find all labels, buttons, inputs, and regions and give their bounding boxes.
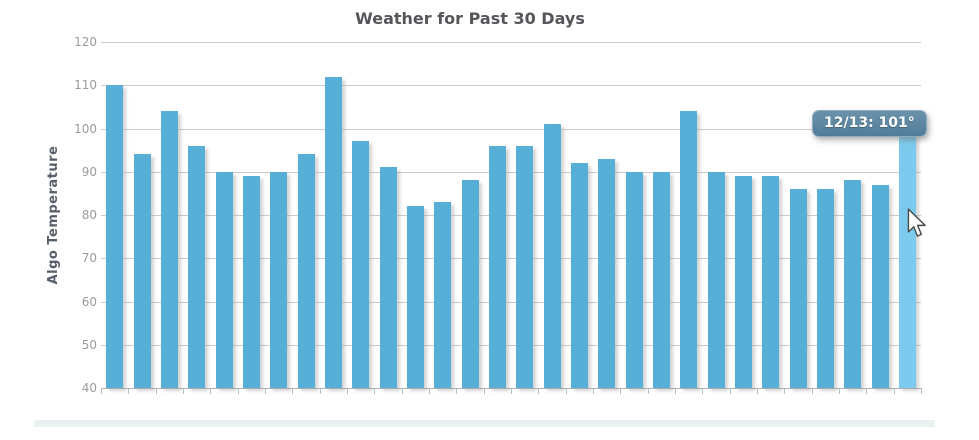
gridline — [101, 42, 921, 43]
x-tick — [374, 388, 376, 394]
x-tick — [347, 388, 348, 394]
bar-day-21[interactable] — [652, 171, 670, 388]
x-tick — [839, 388, 840, 394]
bar-day-27[interactable] — [816, 189, 834, 388]
bar-day-30[interactable] — [898, 124, 916, 388]
x-tick — [101, 388, 102, 394]
bar-day-19[interactable] — [598, 158, 616, 388]
y-tick-label: 90 — [81, 164, 97, 179]
chart-title: Weather for Past 30 Days — [355, 9, 585, 28]
gridline — [101, 344, 921, 346]
bar-day-22[interactable] — [680, 111, 698, 388]
x-tick — [893, 388, 895, 394]
y-tick-label: 50 — [81, 337, 97, 352]
x-tick — [647, 388, 649, 394]
x-tick — [265, 388, 266, 394]
x-tick — [401, 388, 403, 394]
x-tick — [429, 388, 430, 394]
x-tick — [483, 388, 485, 394]
bar-day-8[interactable] — [297, 154, 315, 388]
x-tick — [183, 388, 184, 394]
x-tick — [292, 388, 294, 394]
x-tick — [210, 388, 212, 394]
bar-day-24[interactable] — [734, 176, 752, 388]
bar-day-23[interactable] — [707, 171, 725, 388]
bar-day-11[interactable] — [379, 167, 397, 388]
bar-day-10[interactable] — [352, 141, 370, 388]
bar-day-16[interactable] — [516, 145, 534, 388]
plot-area — [101, 42, 922, 394]
gridline — [101, 258, 921, 260]
gridline — [101, 128, 921, 130]
bar-day-20[interactable] — [625, 171, 643, 388]
bar-day-7[interactable] — [270, 171, 288, 388]
bar-day-5[interactable] — [215, 171, 233, 388]
bar-day-28[interactable] — [844, 180, 862, 388]
x-tick — [319, 388, 321, 394]
bar-day-4[interactable] — [188, 145, 206, 388]
bar-day-12[interactable] — [406, 206, 424, 388]
bar-day-18[interactable] — [570, 163, 588, 388]
bar-day-6[interactable] — [242, 176, 260, 388]
x-tick — [729, 388, 731, 394]
x-tick — [538, 388, 540, 394]
tooltip-text: 12/13: 101° — [824, 115, 915, 131]
bar-day-25[interactable] — [762, 176, 780, 388]
x-tick — [128, 388, 130, 394]
x-tick — [237, 388, 239, 394]
bar-day-1[interactable] — [106, 85, 124, 388]
y-tick-label: 100 — [74, 121, 97, 136]
x-tick — [757, 388, 758, 394]
x-tick — [784, 388, 786, 394]
bar-day-15[interactable] — [488, 145, 506, 388]
bar-day-13[interactable] — [434, 202, 452, 388]
gridline — [101, 171, 921, 173]
y-tick-label: 70 — [81, 251, 97, 266]
x-tick — [675, 388, 676, 394]
bar-day-14[interactable] — [461, 180, 479, 388]
y-tick-label: 40 — [81, 381, 97, 395]
bar-day-2[interactable] — [133, 154, 151, 388]
bar-day-9[interactable] — [324, 76, 342, 388]
bar-day-17[interactable] — [543, 124, 561, 388]
x-tick — [620, 388, 622, 394]
bar-day-26[interactable] — [789, 189, 807, 388]
gridline — [101, 85, 921, 87]
highlight-tooltip: 12/13: 101° — [812, 110, 927, 137]
x-tick — [565, 388, 567, 394]
y-tick-label: 120 — [74, 35, 97, 49]
x-tick — [811, 388, 813, 394]
mouse-cursor-icon — [907, 208, 926, 237]
x-tick — [866, 388, 868, 394]
next-panel-top-edge — [34, 420, 935, 427]
x-tick — [702, 388, 704, 394]
bar-day-3[interactable] — [160, 111, 178, 388]
x-tick — [511, 388, 512, 394]
x-tick — [155, 388, 157, 394]
y-tick-label: 80 — [81, 208, 97, 222]
y-tick-label: 110 — [74, 78, 97, 93]
bar-day-29[interactable] — [871, 184, 889, 388]
gridline — [101, 215, 921, 216]
x-tick — [593, 388, 594, 394]
gridline — [101, 301, 921, 303]
x-tick — [921, 388, 922, 394]
x-tick — [456, 388, 458, 394]
y-tick-label: 60 — [81, 294, 97, 309]
